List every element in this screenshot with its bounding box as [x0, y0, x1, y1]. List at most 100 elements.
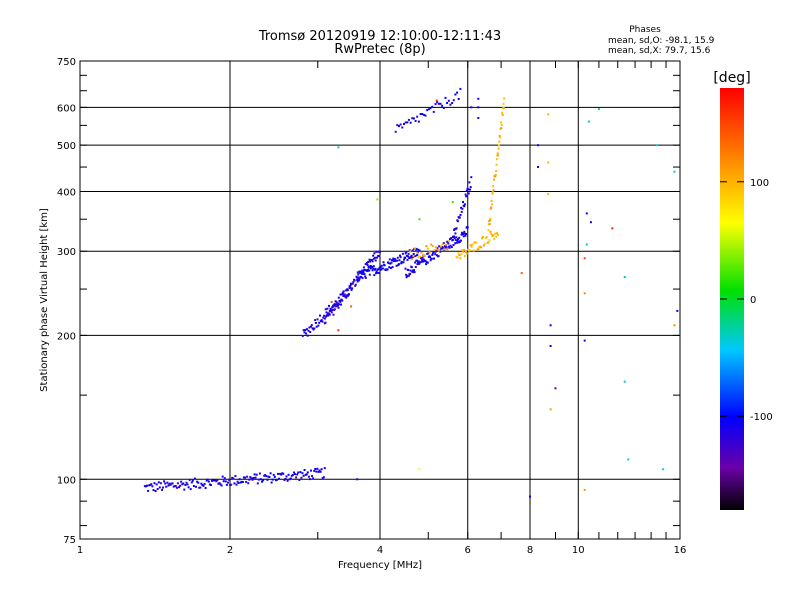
data-point	[147, 489, 150, 492]
data-point	[446, 102, 449, 104]
data-point	[433, 257, 435, 260]
data-point	[305, 332, 308, 335]
data-point	[162, 486, 164, 489]
data-point	[417, 260, 420, 263]
data-point	[371, 266, 373, 268]
data-point	[321, 320, 324, 323]
data-point	[337, 329, 340, 332]
data-point	[211, 479, 213, 482]
data-point	[341, 292, 344, 295]
data-point	[449, 238, 451, 241]
data-point	[416, 254, 419, 256]
data-point	[487, 229, 490, 232]
data-point	[174, 485, 177, 487]
data-point	[452, 235, 455, 238]
data-point	[286, 479, 289, 482]
data-point	[200, 482, 203, 485]
data-point	[500, 124, 503, 127]
data-point	[455, 236, 458, 239]
data-point	[477, 97, 480, 100]
data-point	[392, 260, 395, 263]
data-point	[356, 279, 359, 281]
data-point	[305, 473, 308, 476]
data-point	[368, 269, 371, 272]
data-point	[447, 242, 450, 245]
data-point	[319, 470, 322, 473]
data-point	[161, 488, 163, 491]
data-point	[196, 480, 199, 483]
data-point	[426, 252, 429, 255]
data-point	[244, 476, 246, 479]
data-point	[611, 227, 614, 230]
data-point	[236, 480, 239, 483]
data-point	[380, 264, 383, 267]
data-point	[673, 170, 676, 173]
data-point	[336, 302, 339, 305]
data-point	[229, 484, 232, 487]
data-point	[405, 276, 408, 279]
data-point	[434, 253, 437, 256]
data-point	[441, 104, 444, 107]
data-point	[456, 256, 459, 259]
data-point	[186, 483, 189, 486]
data-point	[311, 327, 314, 330]
data-point	[218, 482, 221, 485]
data-point	[297, 471, 300, 474]
data-point	[470, 245, 473, 248]
data-point	[386, 268, 389, 271]
data-point	[379, 265, 382, 268]
data-point	[375, 270, 378, 273]
data-point	[412, 253, 415, 255]
data-point	[350, 288, 353, 291]
data-point	[313, 469, 316, 472]
data-point	[406, 258, 409, 261]
data-point	[465, 195, 468, 198]
y-tick-label: 750	[57, 57, 76, 68]
data-point	[410, 266, 413, 269]
data-point	[430, 243, 433, 246]
colorbar-tick-label: -100	[750, 412, 773, 423]
data-point	[354, 283, 357, 286]
data-point	[317, 324, 320, 327]
data-point	[316, 467, 319, 470]
data-point	[350, 305, 353, 308]
data-point	[585, 243, 588, 246]
data-point	[207, 480, 210, 483]
data-point	[310, 325, 312, 328]
data-point	[464, 234, 467, 237]
data-point	[342, 295, 345, 297]
data-point	[498, 135, 501, 138]
data-point	[442, 242, 445, 245]
data-point	[489, 207, 492, 210]
data-point	[250, 477, 253, 480]
data-point	[326, 307, 329, 310]
data-point	[419, 113, 422, 116]
data-point	[183, 488, 186, 491]
data-point	[439, 250, 442, 253]
data-point	[487, 241, 490, 244]
data-point	[422, 254, 425, 257]
data-point	[437, 255, 440, 258]
data-point	[627, 458, 630, 461]
data-point	[362, 266, 365, 269]
data-point	[583, 257, 586, 260]
data-point	[400, 262, 403, 265]
data-point	[549, 324, 552, 327]
data-point	[248, 478, 251, 481]
data-point	[293, 471, 295, 474]
data-point	[405, 251, 408, 253]
data-point	[404, 267, 407, 270]
data-point	[583, 488, 586, 491]
data-point	[337, 306, 340, 309]
data-point	[173, 485, 176, 488]
data-point	[234, 475, 237, 477]
data-point	[358, 270, 361, 273]
data-point	[452, 244, 455, 246]
data-point	[361, 272, 363, 275]
data-point	[411, 249, 414, 252]
data-point	[419, 261, 422, 264]
data-point	[436, 247, 439, 250]
data-point	[180, 480, 183, 483]
data-point	[422, 258, 425, 261]
data-point	[662, 468, 665, 471]
